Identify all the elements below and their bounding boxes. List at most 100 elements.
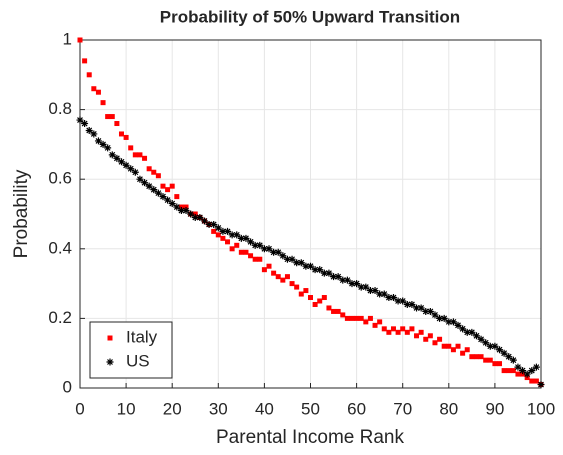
point xyxy=(294,284,300,290)
point xyxy=(123,134,129,140)
point xyxy=(385,294,393,302)
point xyxy=(122,161,130,169)
point xyxy=(270,248,278,256)
point xyxy=(77,37,83,43)
point xyxy=(482,339,490,347)
point xyxy=(426,307,434,315)
point xyxy=(321,295,327,301)
point xyxy=(211,228,217,234)
point xyxy=(440,314,448,322)
point xyxy=(215,232,221,238)
x-tick-label: 10 xyxy=(117,399,136,418)
legend-marker xyxy=(107,335,113,341)
point xyxy=(173,203,181,211)
point xyxy=(151,169,157,175)
point xyxy=(348,280,356,288)
legend-label: US xyxy=(126,351,150,370)
point xyxy=(271,270,277,276)
point xyxy=(279,252,287,260)
point xyxy=(261,267,267,273)
y-tick-label: 0.2 xyxy=(48,308,72,327)
point xyxy=(94,137,102,145)
point xyxy=(363,319,369,325)
point xyxy=(164,196,172,204)
point xyxy=(169,183,175,189)
point xyxy=(366,287,374,295)
point xyxy=(523,370,531,378)
point xyxy=(265,245,273,253)
point xyxy=(492,361,498,367)
point xyxy=(528,367,536,375)
point xyxy=(449,318,457,326)
point xyxy=(455,343,461,349)
point xyxy=(165,187,171,193)
point xyxy=(477,335,485,343)
point xyxy=(413,304,421,312)
point xyxy=(266,263,272,269)
point xyxy=(146,166,152,172)
point xyxy=(353,280,361,288)
point xyxy=(354,315,360,321)
point xyxy=(225,239,231,245)
point xyxy=(390,326,396,332)
point xyxy=(220,235,226,241)
point xyxy=(182,207,190,215)
x-tick-label: 100 xyxy=(527,399,555,418)
point xyxy=(187,210,195,218)
point xyxy=(136,175,144,183)
point xyxy=(141,179,149,187)
point xyxy=(247,238,255,246)
point xyxy=(478,354,484,360)
point xyxy=(109,114,115,120)
point xyxy=(219,227,227,235)
point xyxy=(377,319,383,325)
point xyxy=(302,262,310,270)
point xyxy=(228,231,236,239)
point xyxy=(82,58,88,64)
legend-box xyxy=(89,321,173,379)
point xyxy=(177,207,185,215)
point xyxy=(343,276,351,284)
point xyxy=(372,322,378,328)
point xyxy=(500,349,508,357)
point xyxy=(237,234,245,242)
point xyxy=(256,241,264,249)
x-tick-label: 70 xyxy=(393,399,412,418)
point xyxy=(105,114,111,120)
point xyxy=(308,295,313,301)
point xyxy=(137,152,143,158)
point xyxy=(288,255,296,263)
point xyxy=(132,152,138,158)
point xyxy=(274,248,282,256)
chart-title: Probability of 50% Upward Transition xyxy=(160,7,460,26)
point xyxy=(330,273,338,281)
legend-marker xyxy=(106,358,114,366)
y-tick-label: 0.8 xyxy=(48,99,72,118)
point xyxy=(532,363,540,371)
point xyxy=(463,328,471,336)
point xyxy=(400,326,406,332)
point xyxy=(371,287,379,295)
point xyxy=(418,329,424,335)
point xyxy=(251,241,259,249)
point xyxy=(155,173,161,179)
point xyxy=(100,100,106,106)
point xyxy=(289,281,295,287)
point xyxy=(298,291,304,297)
point xyxy=(340,312,346,318)
point xyxy=(427,333,433,339)
point xyxy=(86,72,92,78)
point xyxy=(501,368,507,374)
point xyxy=(248,253,254,259)
point xyxy=(297,259,305,267)
point xyxy=(423,336,429,342)
point xyxy=(389,294,397,302)
point xyxy=(486,342,494,350)
point xyxy=(113,154,121,162)
point xyxy=(257,256,263,262)
point xyxy=(233,231,241,239)
point xyxy=(529,378,535,384)
y-tick-label: 0.6 xyxy=(48,169,72,188)
